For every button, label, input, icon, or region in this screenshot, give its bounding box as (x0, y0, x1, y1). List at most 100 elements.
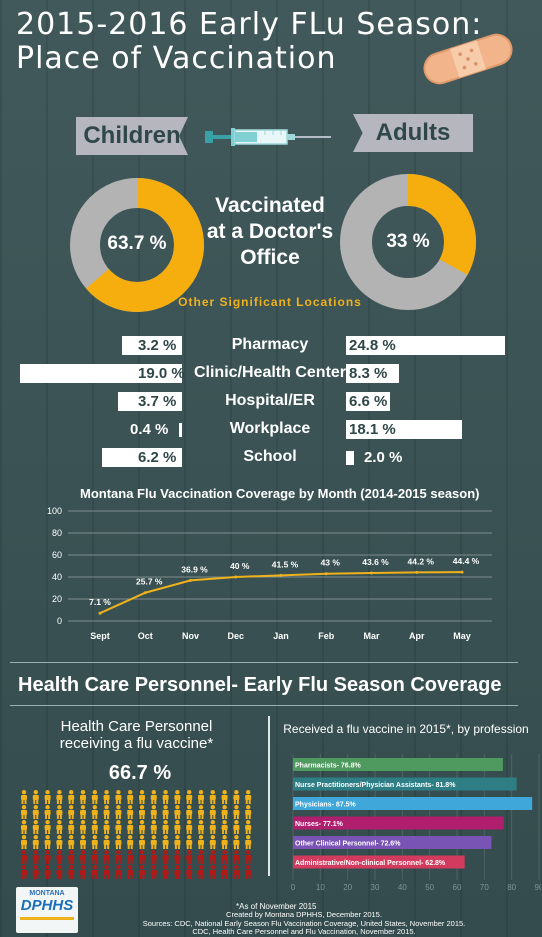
coverage-point (234, 575, 238, 579)
person-icon (233, 835, 240, 849)
person-icon (174, 805, 181, 819)
person-icon (80, 865, 86, 879)
x-tick-label: Jan (273, 631, 289, 641)
x-tick-label: Mar (363, 631, 380, 641)
x-tick-label: 20 (343, 883, 352, 892)
x-tick-label: 30 (371, 883, 380, 892)
person-icon (32, 865, 39, 879)
person-icon (198, 805, 204, 819)
profession-bar (293, 855, 465, 869)
adults-location-value: 8.3 % (349, 365, 388, 382)
x-tick-label: 90 (535, 883, 541, 892)
coverage-point (370, 571, 373, 575)
y-tick-label: 100 (47, 506, 62, 516)
person-icon (21, 820, 27, 834)
x-tick-label: 70 (480, 883, 489, 892)
adults-percent: 33 % (386, 231, 430, 252)
person-icon (91, 865, 98, 879)
x-tick-label: Sept (90, 631, 110, 641)
person-icon (91, 820, 98, 834)
person-icon (162, 805, 169, 819)
person-icon (198, 790, 204, 804)
person-icon (91, 805, 98, 819)
person-icon (80, 805, 86, 819)
x-tick-label: Nov (182, 631, 199, 641)
syringe-icon (205, 128, 331, 146)
person-icon (139, 835, 145, 849)
person-icon (68, 790, 75, 804)
person-icon (80, 850, 86, 864)
person-icon (221, 865, 228, 879)
profession-bar-label: Other Clinical Personnel- 72.6% (295, 841, 401, 848)
coverage-data-label: 40 % (230, 561, 250, 571)
person-icon (209, 835, 216, 849)
coverage-point (415, 570, 419, 574)
coverage-point (279, 573, 283, 577)
person-icon (56, 835, 63, 849)
credits-line3: CDC, Health Care Personnel and Flu Vacci… (192, 927, 416, 936)
coverage-chart-title: Montana Flu Vaccination Coverage by Mont… (80, 486, 480, 501)
profession-bar-chart: 0 10 20 30 40 50 60 70 80 90 Pharmacists- 76.8% Nur… (291, 754, 541, 892)
x-tick-label: 50 (425, 883, 434, 892)
person-icon (150, 820, 157, 834)
person-icon (139, 790, 145, 804)
person-icon (139, 805, 145, 819)
x-tick-label: May (453, 631, 471, 641)
person-icon (103, 820, 110, 834)
person-icon (162, 790, 169, 804)
y-tick-label: 80 (52, 528, 62, 538)
coverage-point (324, 572, 328, 576)
y-tick-label: 0 (57, 616, 62, 626)
location-name: Clinic/Health Center (193, 364, 347, 381)
x-tick-label: Oct (138, 631, 153, 641)
x-tick-label: 10 (316, 883, 325, 892)
person-icon (91, 790, 98, 804)
coverage-data-label: 43 % (321, 558, 341, 568)
hcp-heading: Health Care Personnel- Early Flu Season … (18, 674, 502, 696)
person-icon (44, 790, 51, 804)
person-icon (103, 835, 110, 849)
person-icon (44, 850, 51, 864)
x-tick-label: Dec (227, 631, 244, 641)
children-location-value: 3.7 % (138, 393, 177, 410)
coverage-line-chart: 0 20 40 60 80 100 7.1 % Sept 25.7 % Oct 36.9 % Nov 4… (47, 506, 492, 641)
doctor-office-label: Vaccinated at a Doctor's Office (200, 193, 340, 271)
person-icon (150, 835, 157, 849)
children-location-value: 3.2 % (138, 337, 177, 354)
other-locations-heading: Other Significant Locations (178, 295, 362, 309)
person-icon (21, 835, 27, 849)
person-icon (162, 820, 169, 834)
hcp-receiving-line2: receiving a flu vaccine* (59, 735, 214, 752)
logo-top: MONTANA (29, 890, 65, 897)
y-tick-label: 20 (52, 594, 62, 604)
children-location-bar (102, 448, 182, 467)
title-line2: Place of Vaccination (16, 41, 337, 76)
profession-bar-label: Physicians- 87.5% (295, 802, 356, 809)
person-icon (233, 790, 240, 804)
adults-label: Adults (375, 119, 451, 146)
people-pictograph (21, 790, 252, 879)
person-icon (127, 850, 134, 864)
person-icon (245, 790, 252, 804)
credits-line1: Created by Montana DPHHS, December 2015. (226, 910, 382, 919)
person-icon (186, 820, 193, 834)
coverage-data-label: 44.2 % (408, 556, 435, 566)
person-icon (221, 790, 228, 804)
children-location-value: 6.2 % (138, 449, 177, 466)
adults-location-bar (346, 392, 390, 411)
person-icon (127, 865, 134, 879)
coverage-data-label: 25.7 % (136, 577, 163, 587)
adults-donut (340, 174, 476, 310)
y-tick-label: 60 (52, 550, 62, 560)
person-icon (80, 835, 86, 849)
person-icon (245, 820, 252, 834)
person-icon (209, 850, 216, 864)
adults-location-bar (346, 364, 400, 383)
adults-location-bar (346, 336, 505, 355)
person-icon (221, 835, 228, 849)
person-icon (56, 850, 63, 864)
children-location-value: 0.4 % (130, 421, 169, 438)
doctor-office-line2: at a Doctor's (206, 220, 334, 243)
person-icon (186, 835, 193, 849)
person-icon (174, 820, 181, 834)
